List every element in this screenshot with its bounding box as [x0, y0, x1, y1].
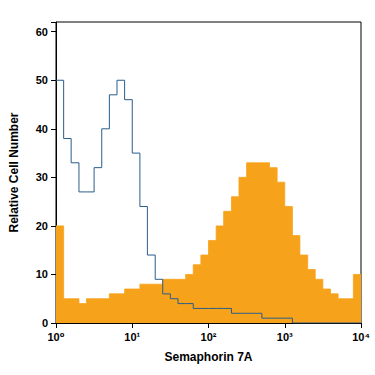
svg-text:10⁰: 10⁰: [47, 331, 64, 343]
svg-text:30: 30: [36, 171, 48, 183]
svg-text:10³: 10³: [277, 331, 293, 343]
svg-text:10¹: 10¹: [124, 331, 140, 343]
svg-text:0: 0: [42, 317, 48, 329]
svg-text:50: 50: [36, 74, 48, 86]
svg-text:10²: 10²: [201, 331, 217, 343]
svg-text:60: 60: [36, 26, 48, 38]
svg-text:10⁴: 10⁴: [352, 331, 370, 343]
svg-text:Semaphorin 7A: Semaphorin 7A: [164, 350, 252, 364]
svg-text:Relative Cell Number: Relative Cell Number: [7, 112, 21, 232]
svg-text:10: 10: [36, 268, 48, 280]
svg-text:20: 20: [36, 220, 48, 232]
svg-text:40: 40: [36, 123, 48, 135]
